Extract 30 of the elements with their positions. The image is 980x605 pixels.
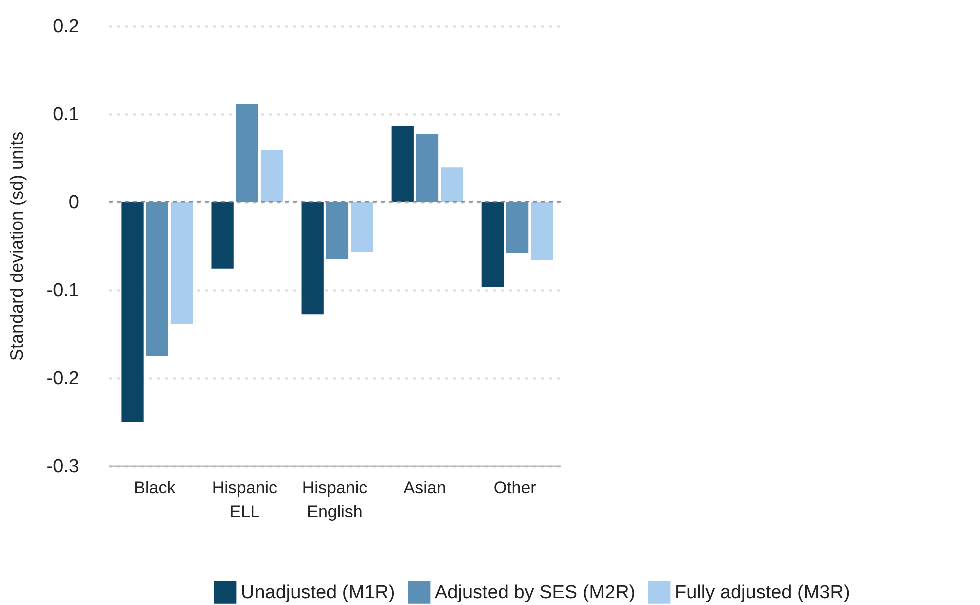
bar [302, 202, 324, 315]
x-tick-label: Hispanic ELL [212, 478, 278, 522]
y-tick-label: -0.2 [46, 368, 80, 390]
bar [441, 168, 464, 202]
bar [350, 202, 374, 252]
y-tick-label: 0.1 [53, 104, 80, 126]
x-tick-label: Other [494, 478, 537, 498]
bar [260, 150, 284, 202]
bar [236, 104, 258, 202]
x-tick-label: Asian [404, 478, 446, 498]
legend-label: Adjusted by SES (M2R) [435, 582, 636, 604]
bar [212, 202, 234, 269]
bar [531, 202, 554, 260]
x-tick-label: Hispanic English [302, 478, 368, 522]
bar [506, 202, 529, 254]
bar [416, 134, 439, 202]
y-tick-label: 0.2 [53, 16, 80, 38]
y-tick-label: -0.1 [46, 280, 80, 302]
bar [170, 202, 194, 324]
bar [146, 202, 168, 356]
y-tick-label: 0 [68, 192, 80, 214]
legend-label: Fully adjusted (M3R) [675, 582, 850, 604]
bar [122, 202, 144, 422]
x-tick-label: Black [134, 478, 176, 498]
y-tick-label: -0.3 [46, 456, 80, 478]
bar [392, 126, 414, 202]
y-axis-title: Standard deviation (sd) units [6, 132, 27, 362]
bar [482, 202, 504, 288]
legend-label: Unadjusted (M1R) [241, 582, 396, 604]
bar [326, 202, 349, 260]
